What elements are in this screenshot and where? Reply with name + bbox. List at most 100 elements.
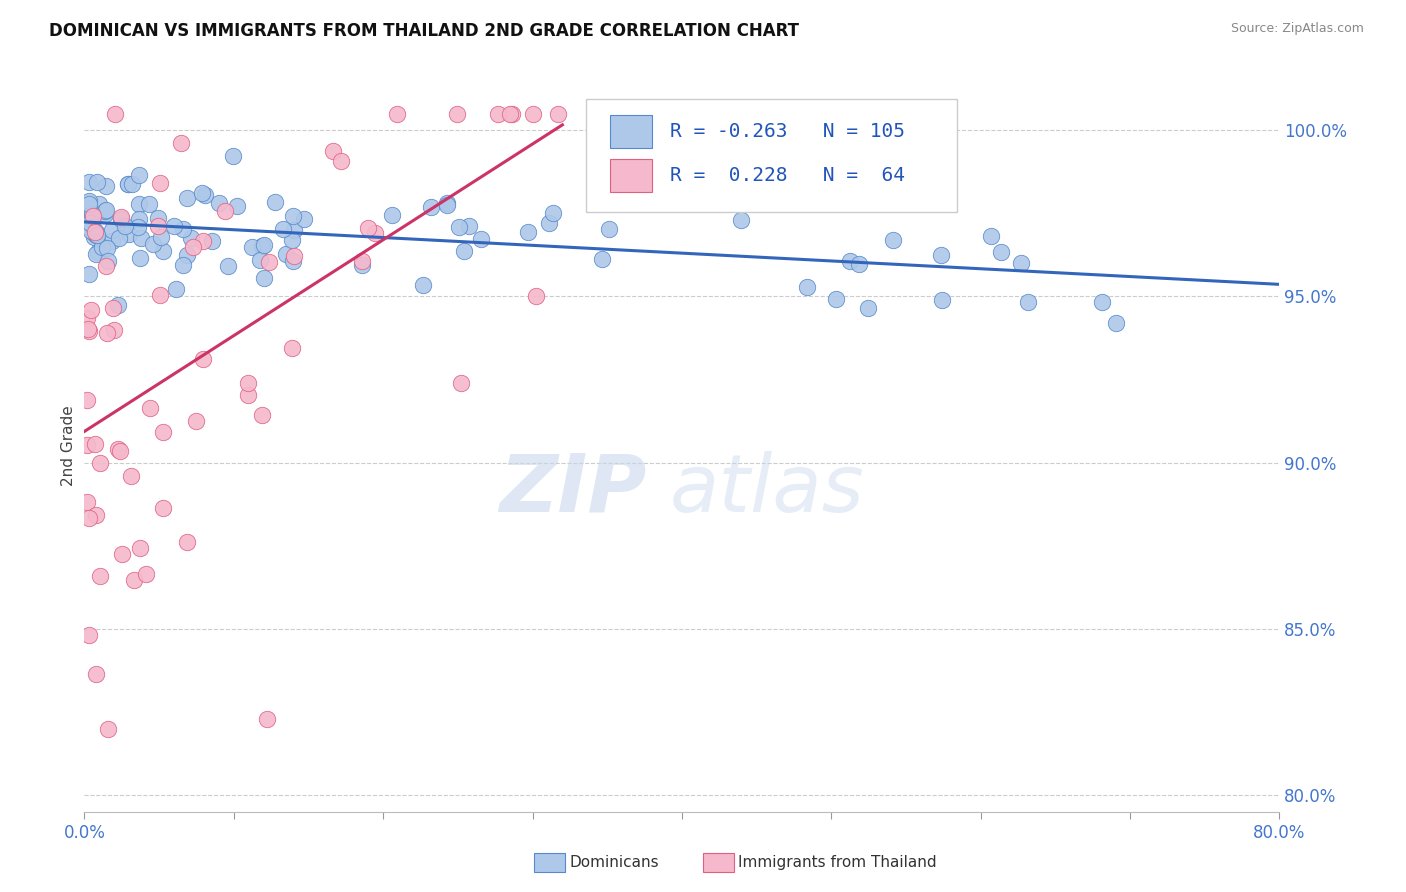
Point (89, 569, 111, 583)
Point (103, 323, 125, 337)
Point (191, 351, 214, 366)
Point (129, 252, 152, 266)
Point (76, 311, 98, 326)
Point (124, 573, 146, 587)
Point (152, 425, 174, 439)
Point (447, 220, 470, 235)
Point (121, 177, 143, 191)
Point (97, 722, 120, 736)
Point (79, 216, 101, 230)
Point (824, 292, 846, 306)
Point (214, 204, 236, 219)
Point (94, 203, 117, 218)
Point (89, 456, 111, 470)
Point (96, 242, 118, 256)
Point (110, 210, 132, 224)
Point (84, 225, 107, 239)
Point (364, 226, 387, 240)
Point (77, 324, 100, 338)
Point (83, 229, 105, 244)
Point (249, 253, 271, 268)
Point (253, 238, 276, 252)
Point (110, 211, 132, 226)
Point (94, 207, 117, 221)
Point (457, 219, 479, 233)
Point (357, 220, 380, 235)
Point (271, 222, 294, 236)
Point (128, 541, 150, 556)
Point (107, 442, 129, 456)
Point (83, 223, 105, 237)
Point (498, 106, 520, 120)
Point (82, 206, 104, 220)
Point (436, 195, 458, 210)
Point (858, 301, 880, 315)
Point (838, 254, 860, 268)
Point (101, 234, 124, 248)
Point (450, 376, 472, 390)
Point (330, 154, 353, 169)
Text: R =  0.228   N =  64: R = 0.228 N = 64 (671, 166, 905, 186)
Point (77, 197, 100, 211)
Point (980, 228, 1002, 243)
Point (110, 444, 132, 458)
Point (152, 500, 174, 515)
Point (128, 168, 150, 182)
Point (321, 144, 343, 158)
Point (598, 222, 620, 236)
Point (848, 256, 870, 270)
Point (103, 301, 125, 315)
Point (84, 508, 107, 522)
Point (77, 194, 100, 208)
Point (77, 511, 100, 525)
Point (281, 341, 304, 355)
Point (86, 175, 108, 189)
Point (222, 148, 245, 162)
Point (148, 288, 170, 302)
Text: Immigrants from Thailand: Immigrants from Thailand (738, 855, 936, 870)
Point (176, 534, 198, 549)
Point (76, 438, 98, 452)
Point (176, 191, 198, 205)
Point (516, 225, 538, 239)
Point (501, 106, 523, 120)
Point (225, 198, 247, 212)
Point (486, 106, 509, 120)
Point (191, 186, 214, 201)
Point (283, 249, 305, 263)
Point (274, 247, 297, 261)
Point (931, 293, 953, 307)
Point (172, 221, 194, 235)
Point (100, 223, 122, 237)
Point (193, 188, 215, 202)
Point (350, 258, 373, 272)
Point (118, 227, 141, 242)
Point (80, 302, 103, 317)
Point (77, 202, 100, 216)
Point (77, 322, 100, 336)
Point (135, 567, 157, 582)
Point (86, 227, 108, 242)
Point (82, 226, 104, 240)
Point (117, 178, 139, 192)
Point (176, 248, 198, 262)
Point (172, 258, 194, 272)
Point (186, 414, 208, 428)
Text: ZIP: ZIP (499, 450, 647, 529)
Point (191, 234, 214, 248)
Point (990, 245, 1012, 260)
Point (97, 254, 120, 268)
Y-axis label: 2nd Grade: 2nd Grade (60, 406, 76, 486)
Point (524, 289, 547, 303)
Point (446, 106, 468, 120)
Point (86, 666, 108, 681)
Point (931, 248, 953, 262)
Point (77, 176, 100, 190)
Point (1017, 294, 1039, 309)
Point (547, 106, 569, 120)
Point (150, 230, 173, 244)
Point (96, 326, 118, 340)
Point (142, 237, 165, 252)
Point (76, 393, 98, 408)
Point (128, 197, 150, 211)
